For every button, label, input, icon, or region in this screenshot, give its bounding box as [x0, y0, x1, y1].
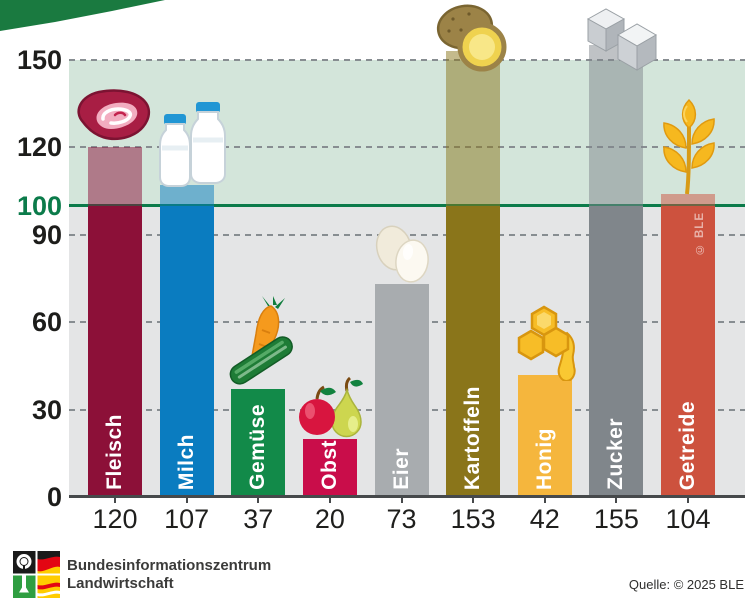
bar-milch-label: Milch — [160, 434, 214, 490]
bar-zucker-label: Zucker — [589, 418, 643, 490]
y-axis-label-30: 30 — [31, 394, 62, 425]
bar-eier-solid-segment — [374, 284, 429, 497]
x-tick-getreide — [687, 497, 689, 503]
bar-kartoffeln-label-text: Kartoffeln — [461, 385, 485, 490]
bar-honig-label-text: Honig — [532, 428, 556, 490]
bar-milch-overflow-segment — [159, 185, 214, 206]
y-axis-label-0: 0 — [46, 482, 62, 512]
bar-obst-solid-segment — [302, 438, 357, 497]
x-tick-obst — [328, 497, 331, 503]
y-axis-label-120: 120 — [16, 132, 62, 163]
watermark: © BLE — [694, 212, 706, 256]
bar-kartoffeln-solid-segment — [446, 205, 501, 497]
bar-fleisch: Fleisch — [88, 147, 142, 497]
bar-zucker: Zucker — [589, 45, 644, 497]
reference-line-100 — [69, 204, 745, 208]
bar-honig: Honig — [517, 374, 572, 497]
x-value-gemüse: 37 — [243, 504, 274, 534]
bar-kartoffeln: Kartoffeln — [446, 51, 501, 497]
wheat-icon — [655, 96, 723, 205]
meat-icon — [70, 86, 156, 151]
bar-fleisch-overflow-segment — [88, 147, 142, 206]
bar-honig-solid-segment — [517, 374, 572, 497]
y-axis-label-100: 100 — [16, 190, 62, 221]
bar-fleisch-label-text: Fleisch — [103, 414, 126, 490]
x-tick-milch — [185, 497, 188, 503]
fruit-icon — [294, 364, 368, 449]
gridline-150 — [69, 59, 745, 61]
bar-getreide-label-text: Getreide — [676, 400, 699, 490]
honeycomb-icon — [511, 303, 581, 386]
x-tick-fleisch — [114, 497, 116, 503]
x-value-honig: 42 — [529, 504, 560, 534]
bar-fleisch-label: Fleisch — [88, 414, 142, 490]
x-value-kartoffeln: 153 — [450, 504, 496, 534]
bar-eier-label: Eier — [375, 448, 429, 490]
y-axis-label-60: 60 — [31, 307, 62, 338]
bar-honig-label: Honig — [518, 428, 572, 490]
watermark-text: © BLE — [694, 212, 706, 256]
x-value-getreide: 104 — [665, 504, 711, 534]
x-tick-honig — [543, 497, 546, 503]
x-tick-eier — [400, 497, 403, 503]
milk-bottles-icon — [157, 90, 229, 193]
x-tick-kartoffeln — [472, 497, 475, 503]
y-axis-label-150: 150 — [16, 45, 62, 75]
bar-obst: Obst — [302, 438, 357, 497]
x-tick-gemüse — [257, 497, 260, 503]
org-name-line1: Bundesinformationszentrum — [67, 557, 272, 574]
x-axis-line — [69, 495, 745, 498]
bar-milch-solid-segment — [159, 205, 214, 497]
bar-eier: Eier — [374, 284, 429, 497]
bar-milch: Milch — [159, 185, 214, 497]
x-value-fleisch: 120 — [92, 504, 138, 534]
bar-getreide-overflow-segment — [661, 194, 715, 206]
ble-logo — [13, 551, 60, 603]
sugar-cubes-icon — [580, 3, 664, 86]
potatoes-icon — [435, 1, 507, 78]
bar-zucker-solid-segment — [589, 205, 644, 497]
bar-milch-label-text: Milch — [174, 433, 198, 490]
bar-getreide-solid-segment — [661, 205, 715, 497]
source-text: Quelle: © 2025 BLE — [628, 577, 744, 592]
x-value-obst: 20 — [314, 504, 345, 534]
bar-kartoffeln-label: Kartoffeln — [446, 386, 500, 490]
org-name-line2: Landwirtschaft — [67, 574, 174, 592]
org-name: Bundesinformationszentrum Landwirtschaft — [67, 557, 271, 592]
bar-fleisch-solid-segment — [88, 205, 142, 497]
bar-gemüse: Gemüse — [231, 389, 286, 497]
x-tick-zucker — [615, 497, 618, 503]
bar-zucker-overflow-segment — [589, 45, 644, 206]
bar-getreide-label: Getreide — [661, 401, 715, 490]
bar-gemüse-label-text: Gemüse — [246, 404, 270, 490]
y-axis-label-90: 90 — [31, 219, 62, 250]
bar-zucker-label-text: Zucker — [604, 418, 628, 490]
bar-kartoffeln-overflow-segment — [446, 51, 501, 206]
bar-getreide: Getreide — [661, 194, 715, 497]
x-value-zucker: 155 — [593, 504, 639, 534]
vegetables-icon — [224, 296, 298, 399]
x-value-eier: 73 — [386, 504, 417, 534]
x-value-milch: 107 — [164, 504, 210, 534]
eggs-icon — [369, 216, 437, 295]
bar-gemüse-label: Gemüse — [231, 404, 285, 490]
gridline-120 — [69, 146, 745, 149]
bar-gemüse-solid-segment — [231, 389, 286, 497]
bar-eier-label-text: Eier — [389, 448, 413, 490]
